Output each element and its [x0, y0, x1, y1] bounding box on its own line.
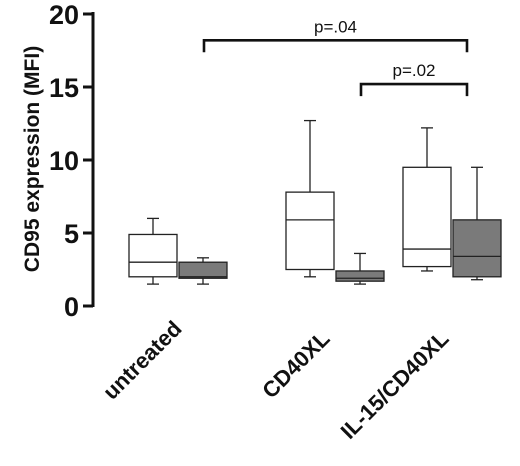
y-tick-label-5: 5 — [64, 219, 79, 249]
box-rect — [335, 270, 385, 282]
box-s1-untreated — [128, 217, 178, 285]
box-rect — [285, 191, 335, 271]
y-ticks: 0 5 10 15 20 — [49, 0, 93, 322]
bracket-2: p=.02 — [359, 61, 469, 97]
x-tick-label-il-15-cd40xl: IL-15/CD40XL — [336, 326, 454, 444]
x-tick-label-untreated: untreated — [98, 316, 187, 405]
bracket-label: p=.04 — [314, 17, 357, 36]
bracket-line — [359, 82, 469, 97]
x-tick-labels: untreated CD40XL IL-15/CD40XL — [98, 316, 454, 444]
bracket-line — [202, 38, 469, 53]
y-axis-label: CD95 expression (MFI) — [21, 46, 44, 272]
bracket-label: p=.02 — [392, 61, 435, 80]
box-s1-il-15-cd40xl — [402, 127, 452, 272]
bracket-1: p=.04 — [202, 17, 469, 53]
box-s2-cd40xl — [335, 252, 385, 285]
box-rect — [178, 261, 228, 279]
x-tick-label-cd40xl: CD40XL — [257, 326, 334, 403]
y-tick-label-10: 10 — [49, 146, 79, 176]
y-tick-label-20: 20 — [49, 0, 79, 30]
significance-brackets: p=.04 p=.02 — [202, 17, 469, 97]
box-s2-il-15-cd40xl — [452, 166, 502, 281]
y-tick-label-0: 0 — [64, 292, 79, 322]
y-tick-label-15: 15 — [49, 73, 79, 103]
box-rect — [452, 219, 502, 278]
boxes — [128, 119, 502, 285]
box-s1-cd40xl — [285, 119, 335, 278]
box-rect — [128, 233, 178, 278]
box-s2-untreated — [178, 257, 228, 285]
box-rect — [402, 166, 452, 268]
